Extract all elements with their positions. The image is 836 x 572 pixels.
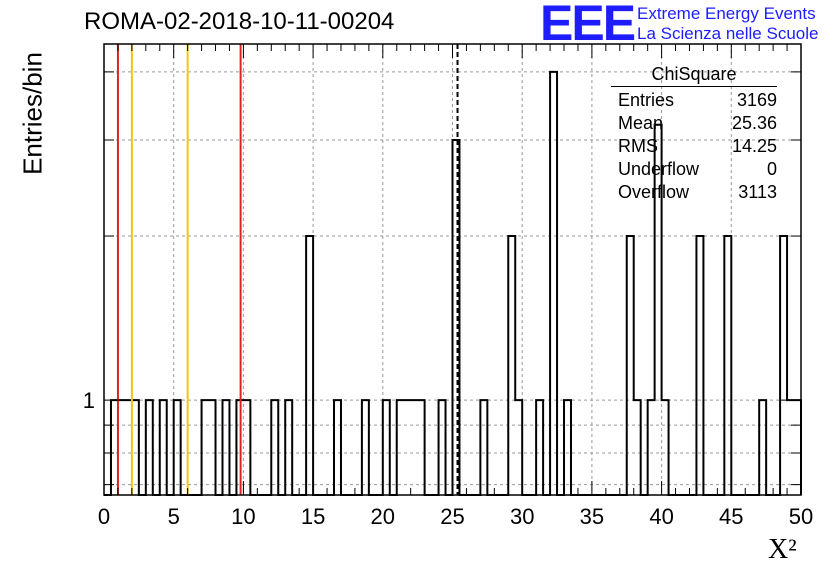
stats-row-rms: RMS 14.25 <box>611 135 777 158</box>
stats-label: Overflow <box>618 182 690 202</box>
x-tick-label: 0 <box>98 504 110 529</box>
y-tick-label: 1 <box>83 388 95 413</box>
x-tick-label: 5 <box>168 504 180 529</box>
stats-label: Entries <box>618 90 675 110</box>
x-tick-label: 20 <box>371 504 395 529</box>
x-tick-label: 10 <box>231 504 255 529</box>
stats-box: ChiSquare Entries 3169 Mean 25.36 RMS 14… <box>611 64 777 204</box>
x-tick-label: 40 <box>649 504 673 529</box>
plot-title: ROMA-02-2018-10-11-00204 <box>84 8 395 35</box>
stats-row-overflow: Overflow 3113 <box>611 181 777 204</box>
stats-value: 3169 <box>736 90 777 110</box>
x-axis-label: X² <box>768 534 797 565</box>
x-tick-label: 25 <box>440 504 464 529</box>
stats-label: Underflow <box>618 159 700 179</box>
x-tick-label: 15 <box>301 504 325 529</box>
x-tick-label: 35 <box>580 504 604 529</box>
x-tick-label: 50 <box>789 504 813 529</box>
stats-label: RMS <box>618 136 658 156</box>
stats-value: 25.36 <box>731 113 777 133</box>
stats-row-underflow: Underflow 0 <box>611 158 777 181</box>
stats-label: Mean <box>618 113 664 133</box>
logo-line-1: Extreme Energy Events <box>637 4 816 23</box>
x-tick-label: 30 <box>510 504 534 529</box>
stats-row-mean: Mean 25.36 <box>611 112 777 135</box>
stats-title: ChiSquare <box>611 64 777 87</box>
y-axis-label: Entries/bin <box>17 52 48 175</box>
stats-row-entries: Entries 3169 <box>611 89 777 112</box>
logo-line-2: La Scienza nelle Scuole <box>637 24 819 43</box>
x-tick-label: 45 <box>719 504 743 529</box>
stats-value: 14.25 <box>731 136 777 156</box>
stats-value: 3113 <box>738 182 777 202</box>
logo-mark: EEE <box>540 0 636 51</box>
stats-value: 0 <box>766 159 777 179</box>
